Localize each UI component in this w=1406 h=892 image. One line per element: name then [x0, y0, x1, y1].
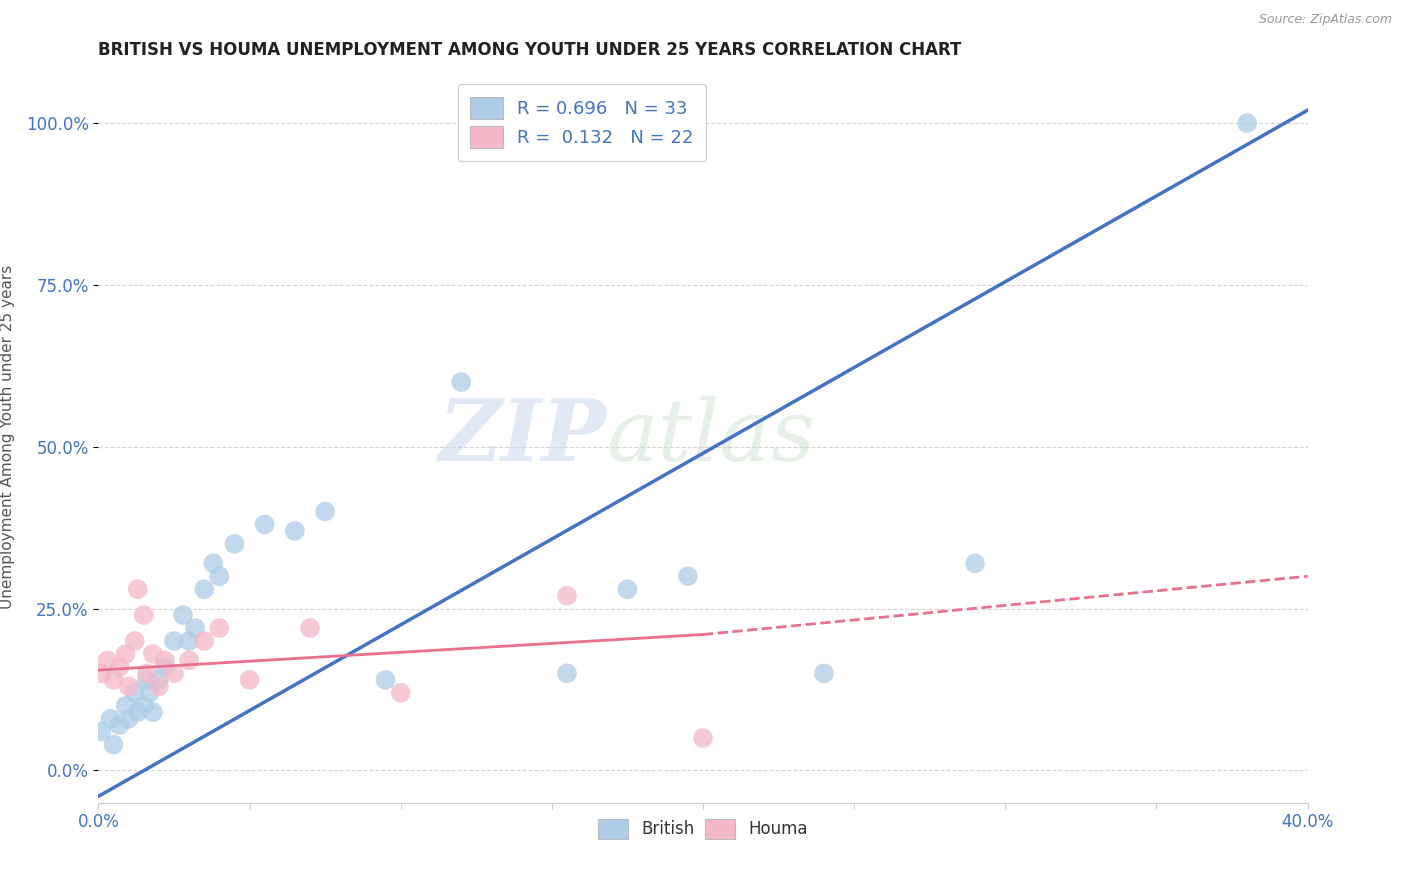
Point — [124, 634, 146, 648]
Point — [96, 653, 118, 667]
Point — [184, 621, 207, 635]
Point — [114, 647, 136, 661]
Point — [179, 653, 201, 667]
Point — [208, 569, 231, 583]
Point — [172, 608, 194, 623]
Point — [676, 569, 699, 583]
Point — [108, 660, 131, 674]
Point — [163, 634, 186, 648]
Point — [555, 589, 578, 603]
Point — [224, 537, 246, 551]
Point — [139, 686, 162, 700]
Point — [90, 666, 112, 681]
Y-axis label: Unemployment Among Youth under 25 years: Unemployment Among Youth under 25 years — [0, 265, 14, 609]
Point — [118, 712, 141, 726]
Point — [202, 557, 225, 571]
Legend: British, Houma: British, Houma — [592, 812, 814, 846]
Point — [555, 666, 578, 681]
Point — [239, 673, 262, 687]
Point — [103, 738, 125, 752]
Point — [163, 666, 186, 681]
Point — [153, 660, 176, 674]
Point — [299, 621, 322, 635]
Point — [90, 724, 112, 739]
Point — [103, 673, 125, 687]
Text: atlas: atlas — [606, 396, 815, 478]
Point — [148, 673, 170, 687]
Point — [314, 504, 336, 518]
Point — [616, 582, 638, 597]
Point — [284, 524, 307, 538]
Text: Source: ZipAtlas.com: Source: ZipAtlas.com — [1258, 13, 1392, 27]
Point — [135, 666, 157, 681]
Point — [108, 718, 131, 732]
Point — [132, 698, 155, 713]
Text: ZIP: ZIP — [439, 395, 606, 479]
Point — [100, 712, 122, 726]
Point — [153, 653, 176, 667]
Point — [127, 705, 149, 719]
Point — [193, 634, 215, 648]
Text: BRITISH VS HOUMA UNEMPLOYMENT AMONG YOUTH UNDER 25 YEARS CORRELATION CHART: BRITISH VS HOUMA UNEMPLOYMENT AMONG YOUT… — [98, 41, 962, 59]
Point — [692, 731, 714, 745]
Point — [193, 582, 215, 597]
Point — [450, 375, 472, 389]
Point — [965, 557, 987, 571]
Point — [374, 673, 396, 687]
Point — [148, 679, 170, 693]
Point — [124, 686, 146, 700]
Point — [208, 621, 231, 635]
Point — [179, 634, 201, 648]
Point — [813, 666, 835, 681]
Point — [135, 673, 157, 687]
Point — [142, 647, 165, 661]
Point — [114, 698, 136, 713]
Point — [389, 686, 412, 700]
Point — [1236, 116, 1258, 130]
Point — [253, 517, 276, 532]
Point — [132, 608, 155, 623]
Point — [142, 705, 165, 719]
Point — [127, 582, 149, 597]
Point — [118, 679, 141, 693]
